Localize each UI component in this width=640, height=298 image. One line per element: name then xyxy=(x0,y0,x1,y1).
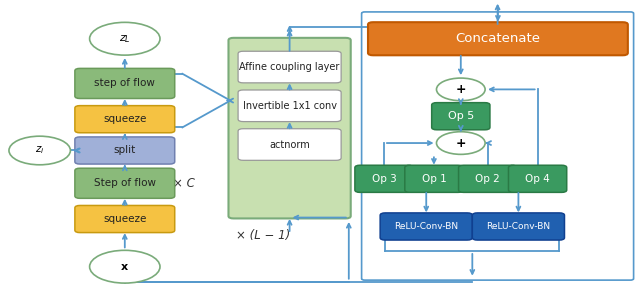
FancyBboxPatch shape xyxy=(238,129,341,160)
Text: +: + xyxy=(456,136,466,150)
Text: +: + xyxy=(456,83,466,96)
FancyBboxPatch shape xyxy=(472,213,564,240)
FancyBboxPatch shape xyxy=(355,165,413,193)
Text: Op 5: Op 5 xyxy=(447,111,474,121)
FancyBboxPatch shape xyxy=(75,106,175,133)
FancyBboxPatch shape xyxy=(238,90,341,122)
Text: squeeze: squeeze xyxy=(103,214,147,224)
FancyBboxPatch shape xyxy=(509,165,567,193)
Text: Op 4: Op 4 xyxy=(525,174,550,184)
Text: × C: × C xyxy=(173,177,195,190)
Text: ReLU-Conv-BN: ReLU-Conv-BN xyxy=(486,222,550,231)
FancyBboxPatch shape xyxy=(368,22,628,55)
FancyBboxPatch shape xyxy=(238,51,341,83)
Text: ReLU-Conv-BN: ReLU-Conv-BN xyxy=(394,222,458,231)
Text: squeeze: squeeze xyxy=(103,114,147,124)
FancyBboxPatch shape xyxy=(228,38,351,218)
Text: Op 3: Op 3 xyxy=(372,174,396,184)
FancyBboxPatch shape xyxy=(458,165,517,193)
FancyBboxPatch shape xyxy=(75,137,175,164)
Text: actnorm: actnorm xyxy=(269,139,310,150)
Circle shape xyxy=(436,78,485,101)
FancyBboxPatch shape xyxy=(75,206,175,232)
Text: split: split xyxy=(114,145,136,156)
Text: $\mathbf{x}$: $\mathbf{x}$ xyxy=(120,262,129,272)
Text: Affine coupling layer: Affine coupling layer xyxy=(239,62,340,72)
FancyBboxPatch shape xyxy=(432,103,490,130)
FancyBboxPatch shape xyxy=(405,165,463,193)
Circle shape xyxy=(90,22,160,55)
Circle shape xyxy=(436,132,485,154)
Circle shape xyxy=(9,136,70,165)
Text: Concatenate: Concatenate xyxy=(456,32,540,45)
Text: × (L − 1): × (L − 1) xyxy=(236,229,290,242)
FancyBboxPatch shape xyxy=(380,213,472,240)
Text: step of flow: step of flow xyxy=(94,78,156,89)
FancyBboxPatch shape xyxy=(75,69,175,98)
Text: Op 2: Op 2 xyxy=(476,174,500,184)
Text: Op 1: Op 1 xyxy=(422,174,446,184)
Text: Invertible 1x1 conv: Invertible 1x1 conv xyxy=(243,101,337,111)
Text: $z_i$: $z_i$ xyxy=(35,145,44,156)
Text: $z_L$: $z_L$ xyxy=(119,33,131,45)
Text: Step of flow: Step of flow xyxy=(94,178,156,188)
FancyBboxPatch shape xyxy=(75,168,175,198)
Circle shape xyxy=(90,250,160,283)
